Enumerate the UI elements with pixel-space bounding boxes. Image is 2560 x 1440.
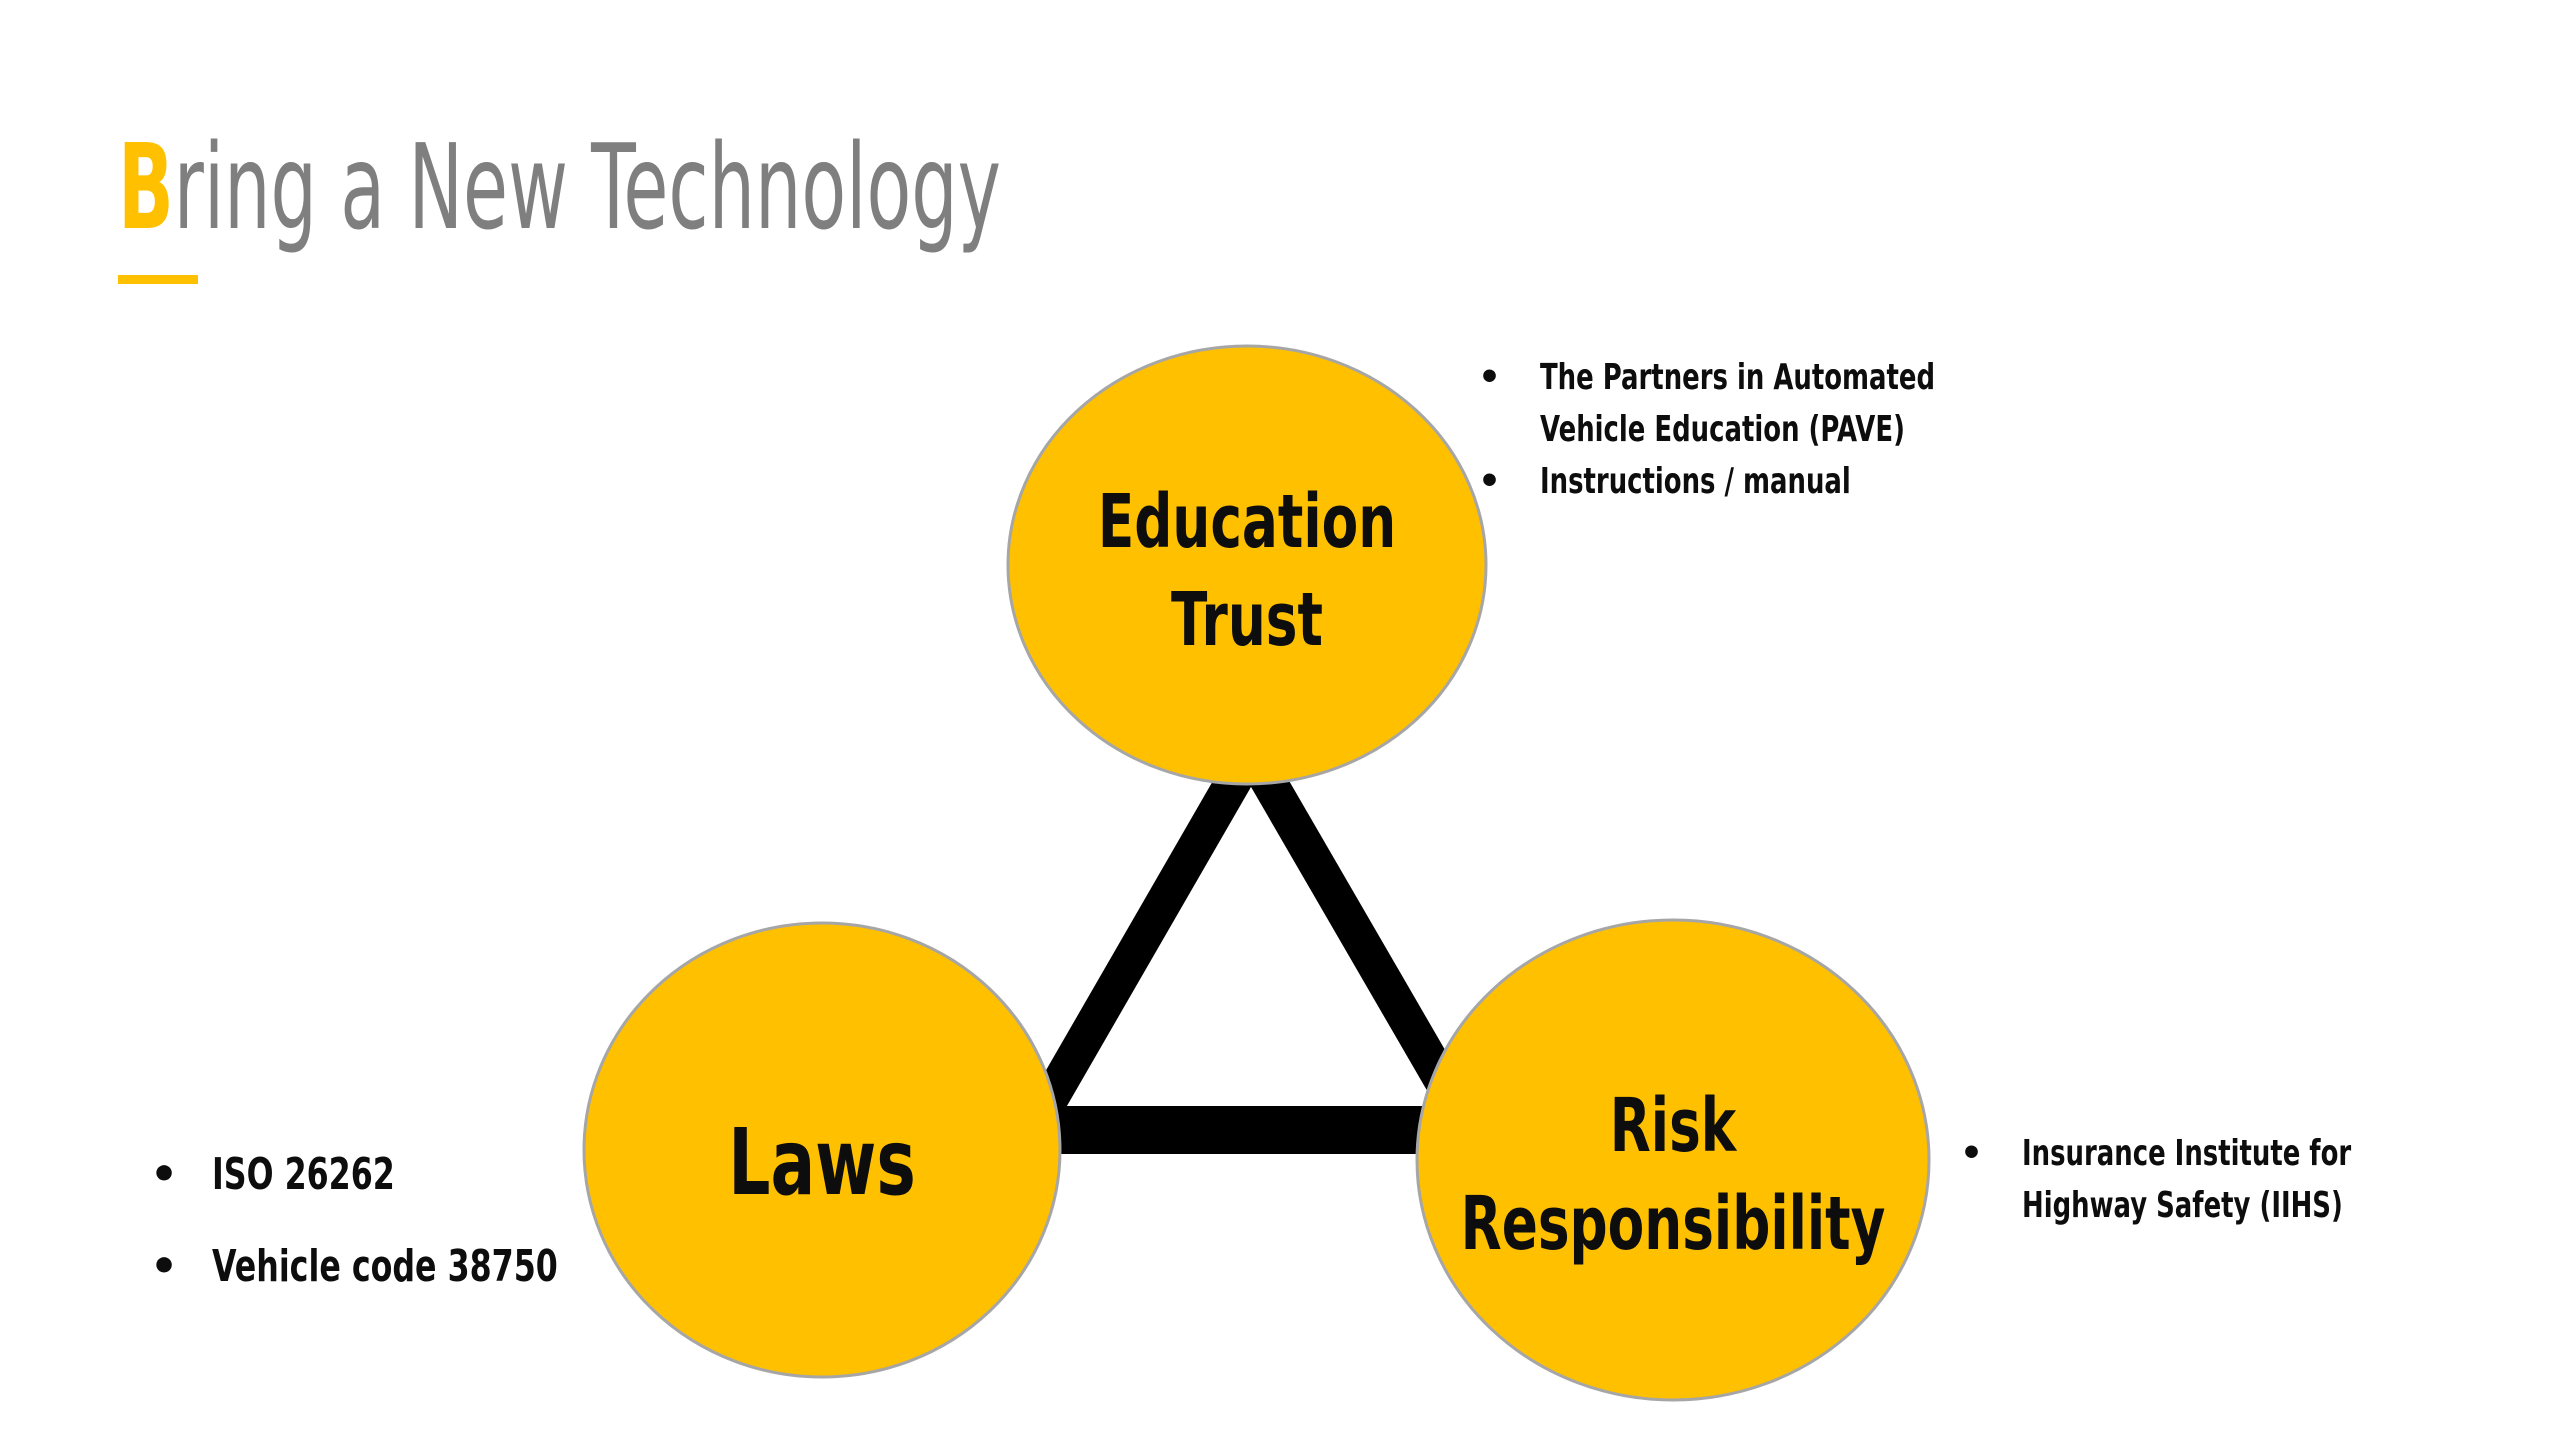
title-initial-letter: B <box>118 118 174 256</box>
connector-top-right <box>1246 760 1460 1094</box>
list-item: • Insurance Institute for Highway Safety… <box>1960 1128 2479 1232</box>
note-line: Vehicle code 38750 <box>212 1241 558 1292</box>
risk-responsibility-label: Risk Responsibility <box>1461 1078 1886 1273</box>
bullet-icon: • <box>1478 357 1502 398</box>
bullet-icon: • <box>1478 461 1502 502</box>
connector-bottom <box>1040 1106 1430 1154</box>
education-trust-notes: • The Partners in Automated Vehicle Educ… <box>1478 352 2089 508</box>
trust-label: Trust <box>1171 576 1323 663</box>
list-item: • Instructions / manual <box>1478 456 2089 508</box>
risk-label: Risk <box>1609 1083 1737 1169</box>
note-line: Instructions / manual <box>1540 461 1851 502</box>
slide-title: Bring a New Technology <box>118 128 1001 246</box>
bullet-icon: • <box>150 1149 179 1200</box>
laws-notes: • ISO 26262 • Vehicle code 38750 <box>150 1148 692 1332</box>
note-line: ISO 26262 <box>212 1149 395 1200</box>
note-line: The Partners in Automated <box>1540 357 1936 398</box>
laws-circle <box>582 921 1062 1379</box>
bullet-icon: • <box>150 1241 179 1292</box>
laws-label: Laws <box>728 1102 916 1223</box>
note-line: Highway Safety (IIHS) <box>2022 1185 2343 1226</box>
note-line: Vehicle Education (PAVE) <box>1540 409 1905 450</box>
note-line: Insurance Institute for <box>2022 1133 2352 1174</box>
list-item: • The Partners in Automated Vehicle Educ… <box>1478 352 2089 456</box>
laws-label-text: Laws <box>728 1109 916 1216</box>
risk-responsibility-notes: • Insurance Institute for Highway Safety… <box>1960 1128 2479 1232</box>
education-trust-label: Education Trust <box>1098 474 1396 669</box>
bullet-icon: • <box>1960 1133 1984 1174</box>
education-trust-circle <box>1006 344 1488 786</box>
list-item: • Vehicle code 38750 <box>150 1240 692 1294</box>
title-text: ring a New Technology <box>173 118 1001 256</box>
education-label: Education <box>1097 479 1397 565</box>
connector-top-left <box>1029 761 1256 1117</box>
list-item: • ISO 26262 <box>150 1148 692 1202</box>
responsibility-label: Responsibility <box>1460 1180 1886 1267</box>
title-accent-underline <box>118 275 198 284</box>
risk-responsibility-circle <box>1415 918 1931 1402</box>
